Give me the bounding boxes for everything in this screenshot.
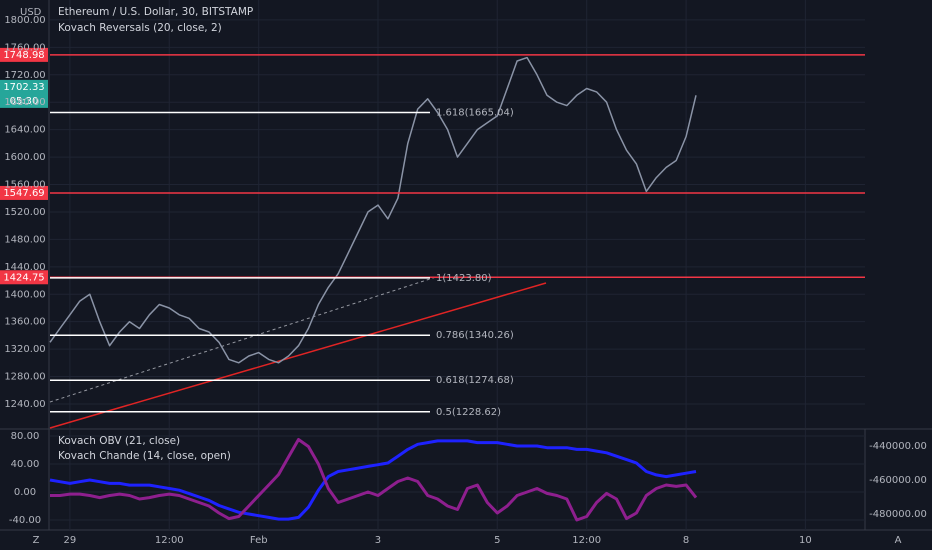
- price-tag-label: 1547.69: [3, 188, 44, 199]
- y-tick-label: 1400.00: [4, 289, 45, 300]
- y-tick-label: 1600.00: [4, 152, 45, 163]
- x-tick-label: 8: [683, 535, 689, 546]
- x-tick-label: 12:00: [155, 535, 184, 546]
- fib-label: 1(1423.80): [436, 273, 492, 284]
- y-tick-label: 1720.00: [4, 70, 45, 81]
- y-tick-label: 40.00: [11, 459, 40, 470]
- y-tick-label: 1440.00: [4, 262, 45, 273]
- last-price-tag: [0, 79, 48, 108]
- auto-scale-button[interactable]: A: [895, 535, 902, 546]
- y-tick-label: 1680.00: [4, 97, 45, 108]
- y-tick-label: 0.00: [14, 487, 36, 498]
- y2-tick-label: -440000.00: [869, 441, 927, 452]
- trend-line: [49, 282, 547, 429]
- x-tick-label: 5: [494, 535, 500, 546]
- series-line: [49, 56, 697, 364]
- y2-tick-label: -460000.00: [869, 475, 927, 486]
- y-tick-label: 80.00: [11, 431, 40, 442]
- indicator-label: Kovach Reversals (20, close, 2): [58, 22, 222, 34]
- series-line: [49, 439, 697, 521]
- y-tick-label: 1760.00: [4, 42, 45, 53]
- last-price-label: 1702.33: [3, 82, 44, 93]
- x-tick-label: 3: [375, 535, 381, 546]
- y-tick-label: 1280.00: [4, 372, 45, 383]
- y-tick-label: 1360.00: [4, 317, 45, 328]
- chart-title: Ethereum / U.S. Dollar, 30, BITSTAMP: [58, 6, 253, 18]
- y-tick-label: 1640.00: [4, 125, 45, 136]
- x-tick-label: Feb: [250, 535, 268, 546]
- fib-label: 0.786(1340.26): [436, 330, 514, 341]
- y-tick-label: -40.00: [9, 515, 41, 526]
- countdown: 05:30: [10, 96, 39, 107]
- x-tick-label: 29: [64, 535, 77, 546]
- price-tag: [0, 185, 48, 200]
- y2-tick-label: -480000.00: [869, 509, 927, 520]
- indicator-label: Kovach OBV (21, close): [58, 435, 180, 447]
- y-tick-label: 1800.00: [4, 15, 45, 26]
- price-tag-label: 1748.98: [3, 50, 44, 61]
- zoom-button[interactable]: Z: [33, 535, 40, 546]
- grid: [50, 0, 865, 530]
- series-line: [50, 438, 698, 522]
- indicator-label: Kovach Chande (14, close, open): [58, 450, 231, 462]
- price-tag-label: 1424.75: [3, 272, 44, 283]
- price-tag: [0, 47, 48, 62]
- y-tick-label: 1560.00: [4, 180, 45, 191]
- x-tick-label: 10: [799, 535, 812, 546]
- fib-label: 1.618(1665.04): [436, 107, 514, 118]
- y-tick-label: 1480.00: [4, 234, 45, 245]
- y-tick-label: 1520.00: [4, 207, 45, 218]
- fib-label: 0.618(1274.68): [436, 375, 514, 386]
- y-tick-label: 1240.00: [4, 399, 45, 410]
- price-tag: [0, 270, 48, 285]
- fib-trend-line: [49, 276, 437, 403]
- fib-label: 0.5(1228.62): [436, 407, 501, 418]
- x-tick-label: 12:00: [572, 535, 601, 546]
- currency: USD: [20, 7, 42, 18]
- marks: 1748.98 1547.69 1424.75 1.618(1665.04) 1(142…: [0, 47, 865, 522]
- y-tick-label: 1320.00: [4, 344, 45, 355]
